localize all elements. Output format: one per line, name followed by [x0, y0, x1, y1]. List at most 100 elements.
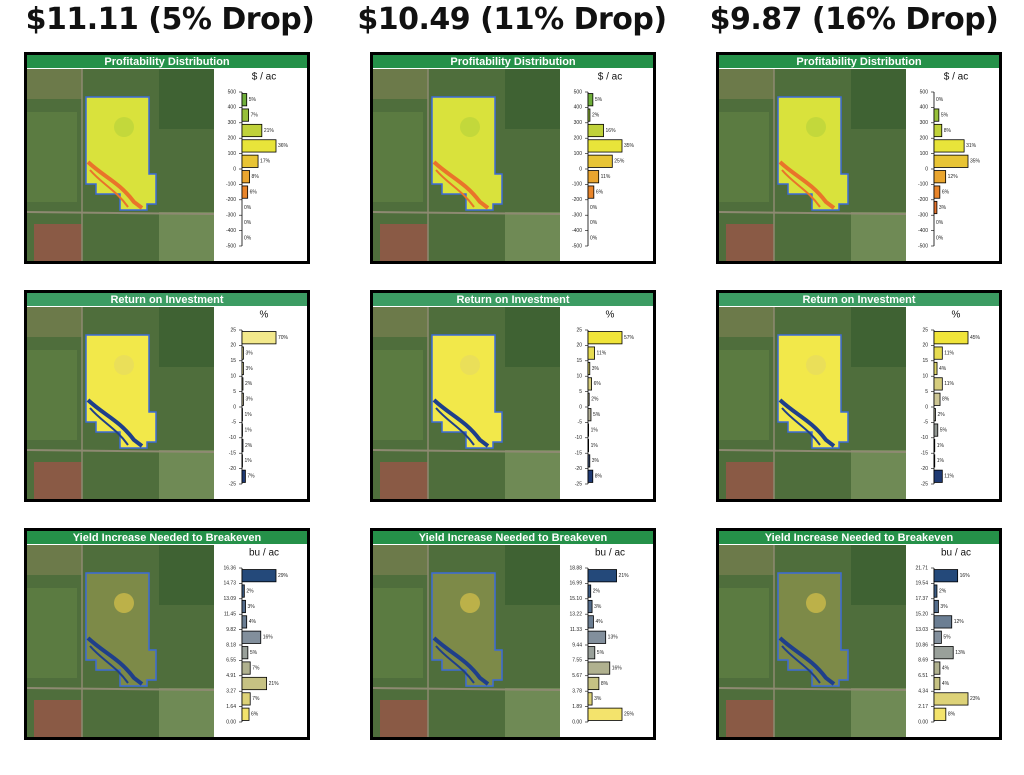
y-tick-label: -500: [572, 243, 582, 249]
value-label: 6%: [250, 189, 258, 195]
y-tick-label: 20: [922, 343, 928, 349]
value-label: 25%: [624, 712, 635, 718]
value-label: 0%: [590, 205, 598, 211]
unit-label: %: [606, 310, 615, 321]
unit-label: %: [260, 310, 269, 321]
bar: [933, 346, 943, 360]
bar: [933, 599, 939, 614]
map-field: [851, 69, 906, 129]
bar: [241, 185, 249, 199]
y-tick-label: -100: [226, 182, 236, 188]
map-field: [505, 688, 560, 737]
map-field: [373, 350, 423, 440]
value-label: 1%: [591, 443, 599, 449]
bar: [933, 692, 969, 706]
field-streak: [781, 169, 821, 208]
y-tick-label: -300: [918, 213, 928, 219]
panel-header: [373, 293, 653, 306]
bar: [933, 707, 947, 721]
y-tick-label: 200: [228, 136, 237, 142]
y-tick-label: 100: [920, 151, 929, 157]
panel: Return on Investment% 25 20 15 10 5 0 -5 -10 -15 -…: [24, 290, 310, 502]
y-tick-label: 1.89: [572, 704, 582, 710]
field-spot: [806, 117, 826, 137]
y-tick-label: 2.17: [918, 704, 928, 710]
y-tick-label: -25: [921, 481, 928, 487]
bar: [587, 630, 607, 644]
value-label: 8%: [948, 712, 956, 718]
map-field: [719, 545, 774, 575]
y-tick-label: -400: [918, 228, 928, 234]
y-tick-label: 500: [920, 89, 929, 95]
y-tick-label: -25: [575, 481, 582, 487]
value-label: 23%: [970, 696, 981, 702]
map-field: [34, 462, 82, 499]
bar: [587, 469, 594, 483]
bar: [587, 154, 613, 168]
y-tick-label: 0: [579, 166, 582, 172]
value-label: 6%: [251, 712, 259, 718]
y-tick-label: -15: [921, 451, 928, 457]
column-title: $9.87 (16% Drop): [709, 2, 999, 37]
y-tick-label: -200: [572, 197, 582, 203]
y-tick-label: 300: [574, 120, 583, 126]
value-label: 11%: [944, 474, 954, 480]
map-road: [372, 449, 561, 453]
bar: [933, 377, 943, 391]
y-tick-label: -100: [572, 182, 582, 188]
value-label: 3%: [248, 604, 256, 610]
field-spot: [806, 355, 826, 375]
value-label: 2%: [245, 443, 253, 449]
panel-title: Yield Increase Needed to Breakeven: [73, 532, 262, 544]
bar: [933, 154, 969, 168]
bar: [241, 569, 277, 583]
field-streak: [778, 160, 836, 210]
bar: [587, 599, 593, 614]
bar: [587, 392, 590, 406]
map-field: [719, 112, 769, 202]
y-tick-label: -20: [575, 466, 582, 472]
panel: Return on Investment% 25 20 15 10 5 0 -5 -10 -15 -…: [370, 290, 656, 502]
field-streak: [86, 398, 144, 448]
map: [26, 545, 215, 737]
field-zone: [777, 572, 849, 687]
value-label: 21%: [269, 681, 280, 687]
value-label: 0%: [936, 97, 944, 103]
bar: [933, 123, 943, 138]
y-tick-label: 5: [925, 389, 928, 395]
map: [372, 545, 561, 737]
value-label: 3%: [245, 350, 253, 356]
field-streak: [435, 407, 475, 446]
map: [372, 69, 561, 261]
map-field: [373, 545, 428, 575]
y-tick-label: 5.67: [572, 673, 582, 679]
y-tick-label: 200: [920, 136, 929, 142]
y-tick-label: 11.45: [224, 612, 236, 618]
bar: [241, 707, 250, 721]
value-label: 25%: [614, 159, 625, 165]
field-zone: [431, 572, 503, 687]
map-field: [373, 69, 428, 99]
bar: [587, 707, 623, 721]
map-field: [719, 307, 774, 337]
y-tick-label: 13.22: [569, 611, 582, 617]
panel: Yield Increase Needed to Breakeven bu / a…: [370, 528, 656, 740]
map: [372, 307, 561, 499]
map-field: [380, 462, 428, 499]
panel-header: [27, 55, 307, 68]
value-label: 1%: [244, 427, 252, 433]
field-streak: [89, 407, 129, 446]
field-spot: [114, 355, 134, 375]
value-label: 8%: [595, 474, 603, 480]
field-zone: [85, 572, 157, 687]
value-label: 35%: [624, 143, 635, 149]
value-label: 8%: [252, 174, 260, 180]
value-label: 8%: [944, 128, 952, 134]
map-field: [159, 69, 214, 129]
value-label: 4%: [942, 681, 950, 687]
field-streak: [432, 636, 490, 686]
bar: [933, 331, 969, 345]
y-tick-label: 0: [233, 404, 236, 410]
unit-label: $ / ac: [944, 72, 968, 83]
